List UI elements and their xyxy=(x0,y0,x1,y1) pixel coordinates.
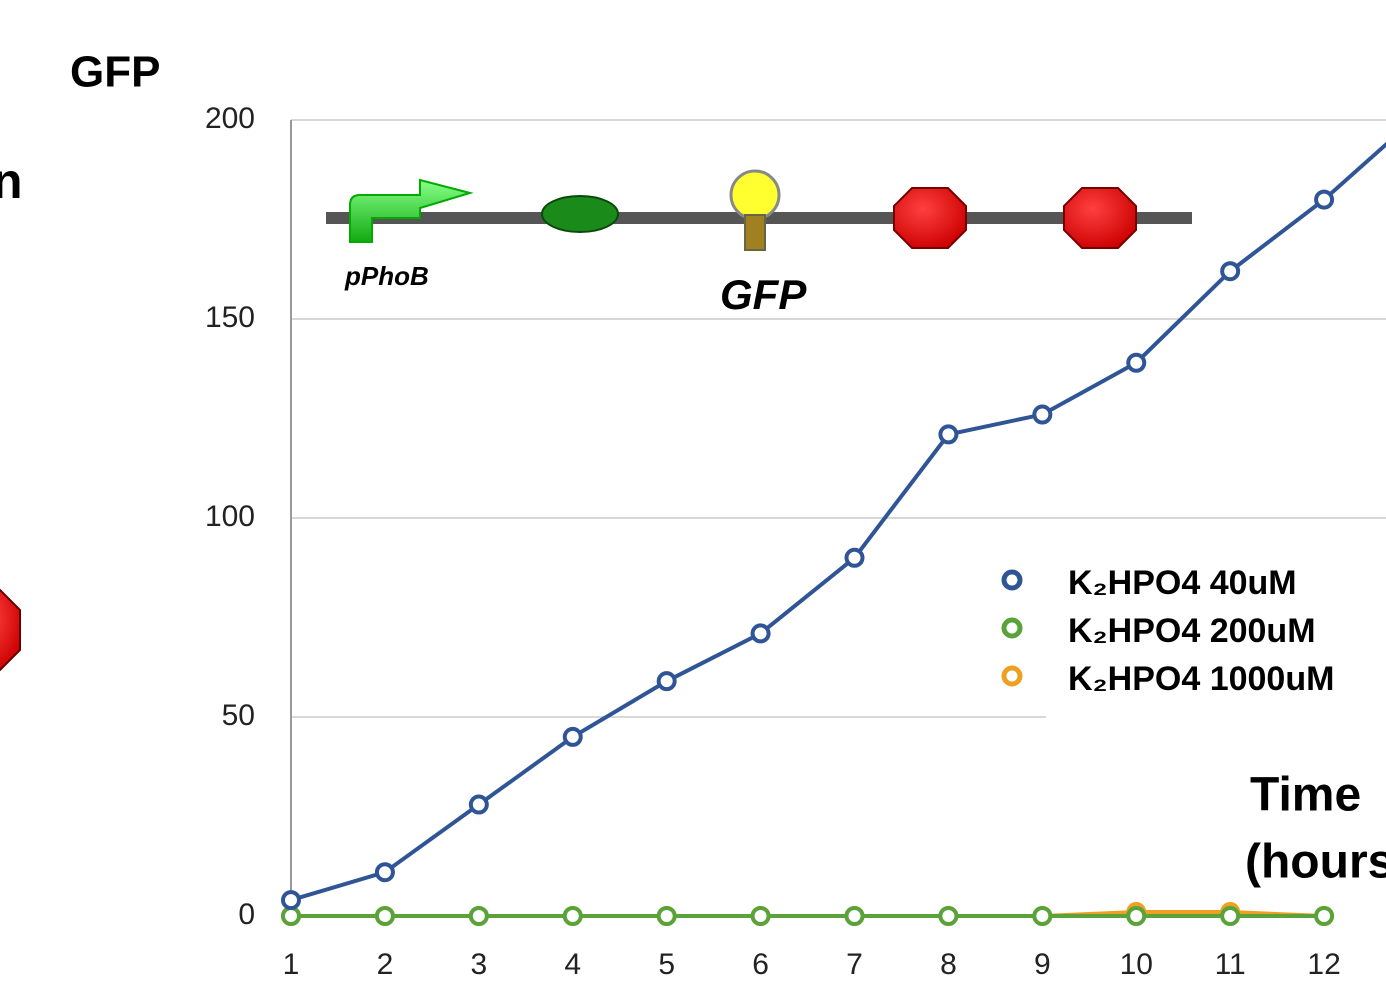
point xyxy=(847,908,863,924)
page: {"chart_data": {"type": "line", "y_label… xyxy=(0,0,1386,997)
gene xyxy=(731,171,779,219)
left-text: n xyxy=(0,153,23,209)
x-tick-label: 6 xyxy=(752,948,769,981)
terminator xyxy=(1064,188,1136,248)
legend-label: K₂HPO4 40uM xyxy=(1068,564,1297,602)
gene-base xyxy=(745,215,765,250)
annotation: GFP xyxy=(720,271,807,318)
x-tick-label: 12 xyxy=(1307,948,1340,981)
point xyxy=(377,908,393,924)
legend-label: K₂HPO4 200uM xyxy=(1068,612,1316,650)
x-tick-label: 8 xyxy=(940,948,957,981)
x-tick-label: 9 xyxy=(1034,948,1051,981)
construct-diagram: pPhoB GFP xyxy=(326,171,1192,318)
point xyxy=(1128,355,1144,371)
x-tick-label: 5 xyxy=(658,948,675,981)
point xyxy=(565,908,581,924)
point xyxy=(283,908,299,924)
point xyxy=(1222,263,1238,279)
x-axis-label: (hours) xyxy=(1245,836,1386,889)
y-tick-label: 0 xyxy=(238,898,255,931)
point xyxy=(940,426,956,442)
point xyxy=(753,625,769,641)
y-tick-label: 100 xyxy=(205,500,255,533)
octagon-fragment xyxy=(0,590,20,670)
point xyxy=(659,673,675,689)
rbs xyxy=(542,196,618,232)
x-tick-label: 4 xyxy=(564,948,581,981)
point xyxy=(1316,908,1332,924)
legend-label: K₂HPO4 1000uM xyxy=(1068,660,1334,698)
chart: n GFP 050100150200123456789101112 pPhoB … xyxy=(0,0,1386,997)
point xyxy=(1222,908,1238,924)
plot xyxy=(283,108,1386,924)
point xyxy=(283,892,299,908)
point xyxy=(1316,192,1332,208)
point xyxy=(1034,908,1050,924)
annotation: pPhoB xyxy=(344,261,429,291)
point xyxy=(471,797,487,813)
x-tick-label: 10 xyxy=(1120,948,1153,981)
x-tick-label: 3 xyxy=(470,948,487,981)
x-tick-label: 2 xyxy=(377,948,394,981)
point xyxy=(753,908,769,924)
x-tick-label: 7 xyxy=(846,948,863,981)
legend-marker xyxy=(1004,572,1020,588)
point xyxy=(1034,407,1050,423)
x-axis-label: Time xyxy=(1250,769,1361,822)
x-tick-label: 11 xyxy=(1215,948,1246,981)
legend-marker xyxy=(1004,620,1020,636)
promoter xyxy=(350,180,470,242)
point xyxy=(377,864,393,880)
y-tick-label: 50 xyxy=(222,699,255,732)
point xyxy=(565,729,581,745)
y-tick-label: 150 xyxy=(205,301,255,334)
legend: K₂HPO4 40uM K₂HPO4 200uM K₂HPO4 1000uM xyxy=(1004,560,1386,720)
legend-marker xyxy=(1004,668,1020,684)
y-axis-label: GFP xyxy=(70,48,160,97)
series-line xyxy=(291,116,1386,900)
point xyxy=(940,908,956,924)
terminator xyxy=(894,188,966,248)
point xyxy=(1128,908,1144,924)
y-tick-label: 200 xyxy=(205,102,255,135)
point xyxy=(659,908,675,924)
x-tick-label: 1 xyxy=(283,948,300,981)
point xyxy=(847,550,863,566)
point xyxy=(471,908,487,924)
